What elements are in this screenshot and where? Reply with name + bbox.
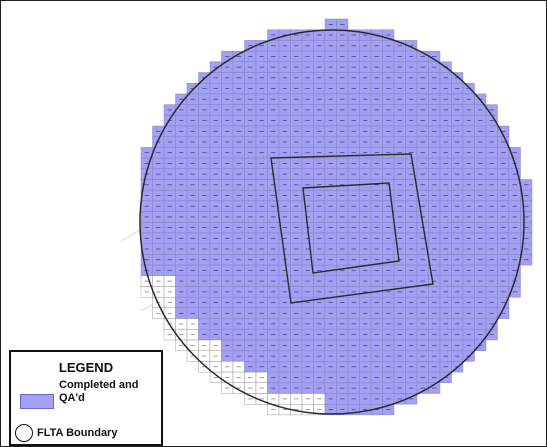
tile-labels (144, 24, 529, 410)
tile-grid (140, 18, 533, 416)
legend-title: LEGEND (58, 360, 114, 375)
inner-square-boundary (302, 182, 400, 274)
outer-square-boundary (270, 153, 434, 304)
legend: LEGEND Completed and QA'd FLTA Boundary (9, 350, 163, 446)
boundary-label: FLTA Boundary (37, 427, 118, 439)
boundary-swatch-icon (15, 424, 33, 442)
flta-boundary-circle (139, 29, 525, 415)
completed-swatch (20, 394, 54, 409)
completed-label: Completed and QA'd (59, 379, 139, 404)
